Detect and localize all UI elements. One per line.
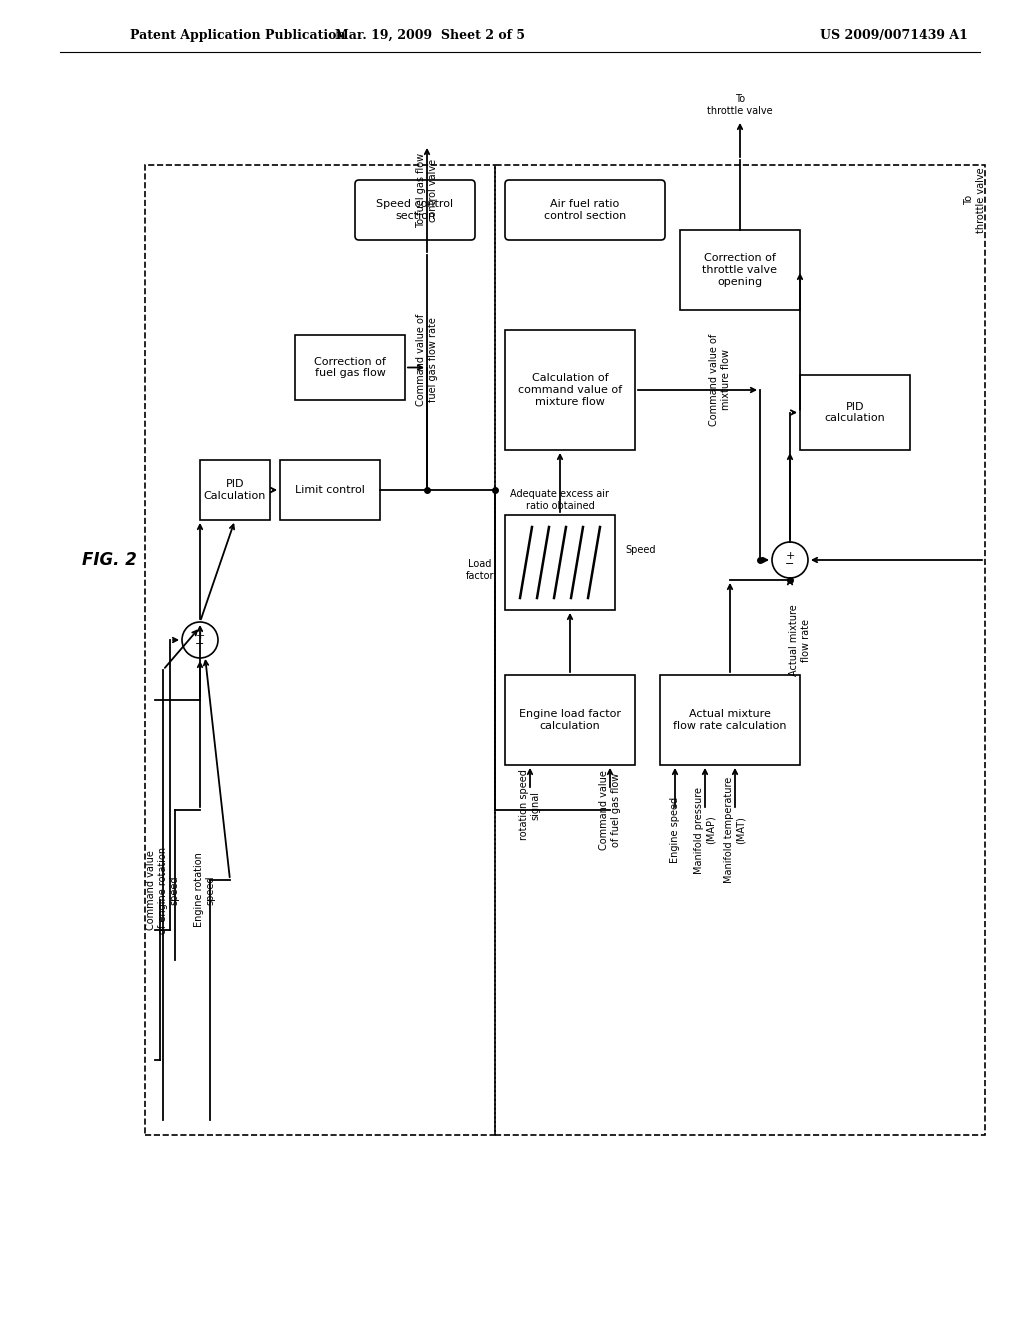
Text: −: − [785,558,795,569]
FancyBboxPatch shape [505,180,665,240]
Text: Speed: Speed [625,545,655,554]
Bar [295,335,406,400]
Text: Command value
of engine rotation
speed: Command value of engine rotation speed [146,846,179,933]
Bar [660,675,800,766]
Bar [800,375,910,450]
Text: Engine speed: Engine speed [670,797,680,863]
Text: rotation speed
signal: rotation speed signal [519,770,541,841]
Text: To
throttle valve: To throttle valve [965,168,986,232]
Bar [505,515,615,610]
Text: PID
calculation: PID calculation [824,401,886,424]
Text: +: + [785,550,795,561]
Bar [505,330,635,450]
Bar [505,675,635,766]
Text: Adequate excess air
ratio obtained: Adequate excess air ratio obtained [511,490,609,511]
FancyBboxPatch shape [355,180,475,240]
Text: To
throttle valve: To throttle valve [708,94,773,116]
Text: Manifold temperature
(MAT): Manifold temperature (MAT) [724,777,745,883]
Bar [280,459,380,520]
Bar [495,165,985,1135]
Text: Limit control: Limit control [295,484,365,495]
Text: +: + [196,631,205,642]
Bar [680,230,800,310]
Text: Patent Application Publication: Patent Application Publication [130,29,345,41]
Text: PID
Calculation: PID Calculation [204,479,266,500]
Text: Air fuel ratio
control section: Air fuel ratio control section [544,199,626,220]
Text: To fuel gas flow
control valve: To fuel gas flow control valve [416,152,438,227]
Text: US 2009/0071439 A1: US 2009/0071439 A1 [820,29,968,41]
Text: Load
factor: Load factor [466,560,494,581]
Text: Engine rotation
speed: Engine rotation speed [195,853,216,928]
Text: Correction of
fuel gas flow: Correction of fuel gas flow [314,356,386,379]
Text: Command value
of fuel gas flow: Command value of fuel gas flow [599,770,621,850]
Text: Command value of
fuel gas flow rate: Command value of fuel gas flow rate [416,314,438,407]
Text: Correction of
throttle valve
opening: Correction of throttle valve opening [702,253,777,286]
Text: Calculation of
command value of
mixture flow: Calculation of command value of mixture … [518,374,622,407]
Text: Mar. 19, 2009  Sheet 2 of 5: Mar. 19, 2009 Sheet 2 of 5 [335,29,525,41]
Text: Actual mixture
flow rate calculation: Actual mixture flow rate calculation [673,709,786,731]
Bar [200,459,270,520]
Text: Command value of
mixture flow: Command value of mixture flow [710,334,731,426]
Text: Speed control
section: Speed control section [377,199,454,220]
Bar [145,165,495,1135]
Text: FIG. 2: FIG. 2 [82,550,137,569]
Text: Manifold pressure
(MAP): Manifold pressure (MAP) [694,787,716,874]
Text: −: − [196,639,205,649]
Text: Actual mixture
flow rate: Actual mixture flow rate [790,605,811,676]
Text: Engine load factor
calculation: Engine load factor calculation [519,709,621,731]
